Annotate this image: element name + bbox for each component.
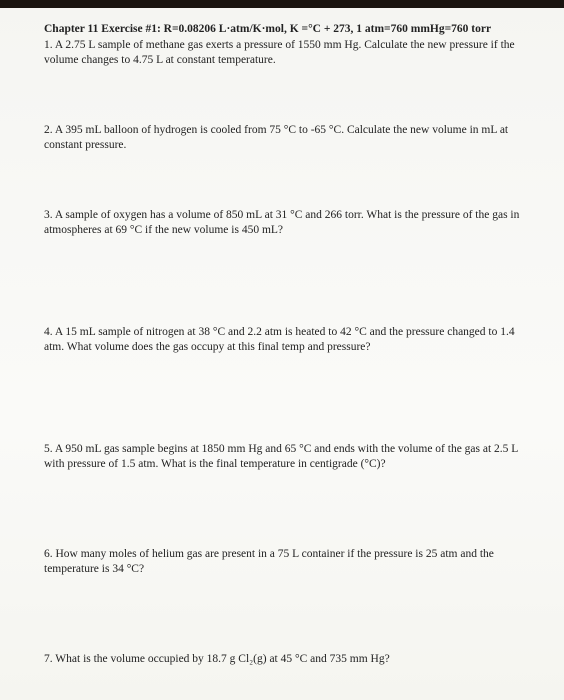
problem-7: 7. What is the volume occupied by 18.7 g…: [44, 652, 528, 668]
exercise-header: Chapter 11 Exercise #1: R=0.08206 L·atm/…: [44, 22, 528, 69]
problem-5: 5. A 950 mL gas sample begins at 1850 mm…: [44, 442, 528, 473]
problem-4: 4. A 15 mL sample of nitrogen at 38 °C a…: [44, 325, 528, 356]
problem-3: 3. A sample of oxygen has a volume of 85…: [44, 208, 528, 239]
problem-2: 2. A 395 mL balloon of hydrogen is coole…: [44, 123, 528, 154]
worksheet-page: Chapter 11 Exercise #1: R=0.08206 L·atm/…: [0, 0, 564, 700]
header-constants: Chapter 11 Exercise #1: R=0.08206 L·atm/…: [44, 23, 491, 35]
problem-1: 1. A 2.75 L sample of methane gas exerts…: [44, 39, 515, 67]
problem-6: 6. How many moles of helium gas are pres…: [44, 547, 528, 578]
